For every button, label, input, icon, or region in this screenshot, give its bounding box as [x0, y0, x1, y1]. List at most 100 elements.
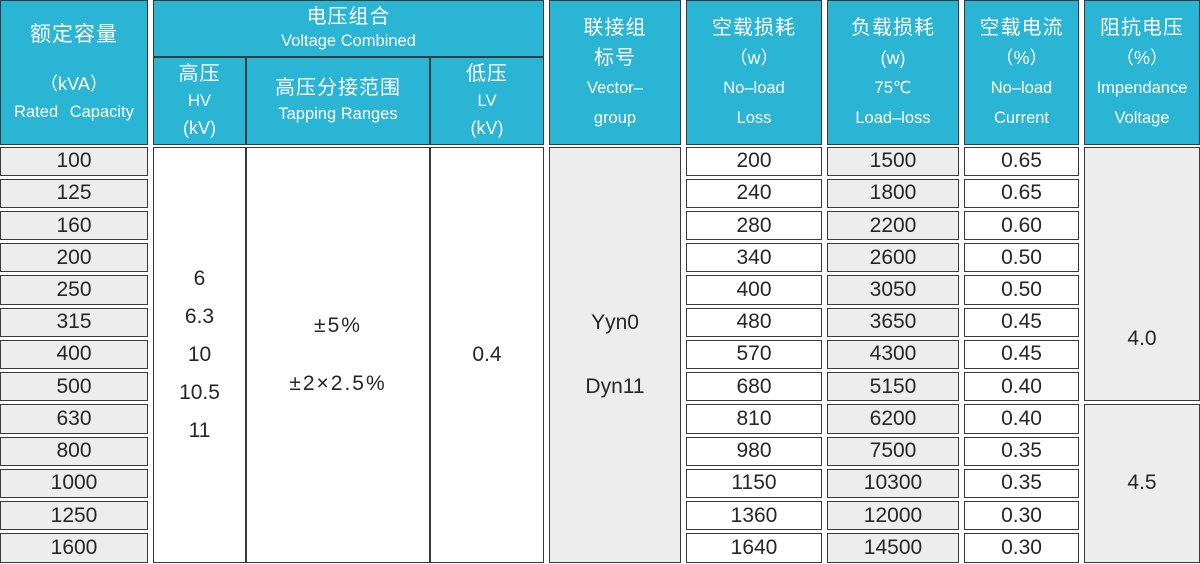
load-loss-cell: 6200 [827, 404, 959, 434]
capacity-cell: 1600 [0, 533, 148, 563]
header-impedance-voltage: 阻抗电压 （%） Impendance Voltage [1084, 0, 1200, 145]
no-load-loss-cell: 480 [686, 307, 822, 337]
header-tapping-ranges: 高压分接范围 Tapping Ranges [246, 57, 430, 145]
header-lv-zh: 低压 [466, 62, 508, 85]
hv-value: 10 [187, 342, 212, 366]
header-no-load-loss: 空载损耗 （w） No–load Loss [686, 0, 822, 145]
header-no-load-current-en2: Current [993, 108, 1050, 127]
no-load-current-cell: 0.60 [964, 210, 1079, 241]
header-no-load-current: 空载电流 （%） No–load Current [964, 0, 1079, 145]
capacity-cell: 160 [0, 210, 148, 241]
header-vector-zh2: 标号 [594, 46, 636, 69]
header-load-loss-temp: 75℃ [874, 78, 912, 97]
no-load-current-cell: 0.35 [964, 436, 1079, 466]
load-loss-cell: 1500 [827, 146, 959, 176]
header-rated-capacity: 额定容量 （kVA） Rated Capacity [0, 0, 148, 145]
no-load-current-cell: 0.30 [964, 533, 1079, 563]
no-load-current-cell: 0.40 [964, 372, 1079, 402]
header-vector-zh1: 联接组 [583, 16, 647, 39]
capacity-cell: 250 [0, 275, 148, 305]
impedance-value: 4.5 [1127, 471, 1157, 495]
header-no-load-current-zh: 空载电流 [979, 16, 1064, 39]
header-lv-en: LV [477, 91, 497, 110]
load-loss-cell: 3050 [827, 275, 959, 305]
capacity-cell: 630 [0, 404, 148, 434]
load-loss-cell: 12000 [827, 501, 959, 531]
no-load-loss-cell: 980 [686, 436, 822, 466]
header-rated-capacity-en: Rated Capacity [14, 102, 134, 121]
no-load-current-cell: 0.50 [964, 243, 1079, 273]
header-load-loss-en: Load–loss [855, 108, 931, 127]
vector-group-cell: Yyn0 Dyn11 [549, 146, 681, 563]
no-load-loss-cell: 340 [686, 243, 822, 273]
header-lv: 低压 LV (kV) [430, 57, 544, 145]
header-voltage-combined: 电压组合 Voltage Combined [153, 0, 544, 57]
no-load-current-cell: 0.50 [964, 275, 1079, 305]
header-lv-unit: (kV) [470, 117, 504, 138]
header-no-load-loss-en1: No–load [723, 78, 785, 97]
load-loss-cell: 2200 [827, 210, 959, 241]
header-voltage-combined-zh: 电压组合 [306, 5, 391, 28]
header-vector-en2: group [593, 108, 637, 127]
hv-value: 11 [188, 418, 211, 442]
no-load-loss-cell: 240 [686, 178, 822, 208]
header-vector-en1: Vector– [587, 78, 643, 97]
load-loss-cell: 7500 [827, 436, 959, 466]
load-loss-cell: 2600 [827, 243, 959, 273]
header-load-loss-zh: 负载损耗 [851, 16, 935, 39]
no-load-current-cell: 0.45 [964, 339, 1079, 370]
load-loss-cell: 5150 [827, 372, 959, 402]
capacity-cell: 800 [0, 436, 148, 466]
header-no-load-current-unit: （%） [995, 47, 1048, 68]
capacity-cell: 400 [0, 339, 148, 370]
header-impedance-zh: 阻抗电压 [1100, 16, 1184, 39]
capacity-cell: 500 [0, 372, 148, 402]
capacity-cell: 200 [0, 243, 148, 273]
header-tapping-en: Tapping Ranges [278, 105, 398, 123]
header-no-load-loss-zh: 空载损耗 [712, 16, 796, 39]
load-loss-cell: 4300 [827, 339, 959, 370]
no-load-loss-cell: 570 [686, 339, 822, 370]
lv-value-cell: 0.4 [430, 146, 544, 563]
no-load-loss-cell: 810 [686, 404, 822, 434]
vector-group-value: Yyn0 [591, 310, 639, 334]
no-load-loss-cell: 1150 [686, 468, 822, 499]
header-hv-en: HV [188, 91, 211, 110]
hv-value: 6 [193, 266, 206, 290]
header-vector-group: 联接组 标号 Vector– group [549, 0, 681, 145]
load-loss-cell: 3650 [827, 307, 959, 337]
no-load-loss-cell: 200 [686, 146, 822, 176]
hv-values-cell: 6 6.3 10 10.5 11 [153, 146, 246, 563]
no-load-current-cell: 0.65 [964, 178, 1079, 208]
impedance-value: 4.0 [1127, 326, 1157, 350]
header-rated-capacity-unit: （kVA） [40, 73, 108, 94]
vector-group-value: Dyn11 [585, 374, 645, 398]
no-load-current-cell: 0.35 [964, 468, 1079, 499]
header-rated-capacity-zh: 额定容量 [30, 23, 118, 47]
header-hv-zh: 高压 [178, 62, 221, 85]
load-loss-cell: 14500 [827, 533, 959, 563]
no-load-current-cell: 0.30 [964, 501, 1079, 531]
no-load-loss-cell: 400 [686, 275, 822, 305]
hv-value: 6.3 [184, 304, 215, 328]
header-no-load-loss-en2: Loss [736, 108, 772, 127]
header-hv: 高压 HV (kV) [153, 57, 246, 145]
impedance-cell-4-5: 4.5 [1084, 404, 1200, 563]
header-load-loss-unit: (w) [880, 47, 906, 68]
lv-value: 0.4 [472, 342, 502, 366]
no-load-loss-cell: 280 [686, 210, 822, 241]
tapping-value: ±5% [314, 313, 362, 337]
capacity-cell: 100 [0, 146, 148, 176]
tapping-ranges-cell: ±5% ±2×2.5% [246, 146, 430, 563]
load-loss-cell: 1800 [827, 178, 959, 208]
header-impedance-en2: Voltage [1114, 108, 1170, 127]
capacity-cell: 125 [0, 178, 148, 208]
capacity-cell: 1250 [0, 501, 148, 531]
no-load-loss-cell: 1360 [686, 501, 822, 531]
tapping-value: ±2×2.5% [289, 371, 387, 395]
header-no-load-current-en1: No–load [990, 78, 1053, 97]
header-tapping-zh: 高压分接范围 [275, 77, 401, 99]
header-hv-unit: (kV) [183, 117, 216, 138]
header-impedance-en1: Impendance [1096, 78, 1188, 97]
